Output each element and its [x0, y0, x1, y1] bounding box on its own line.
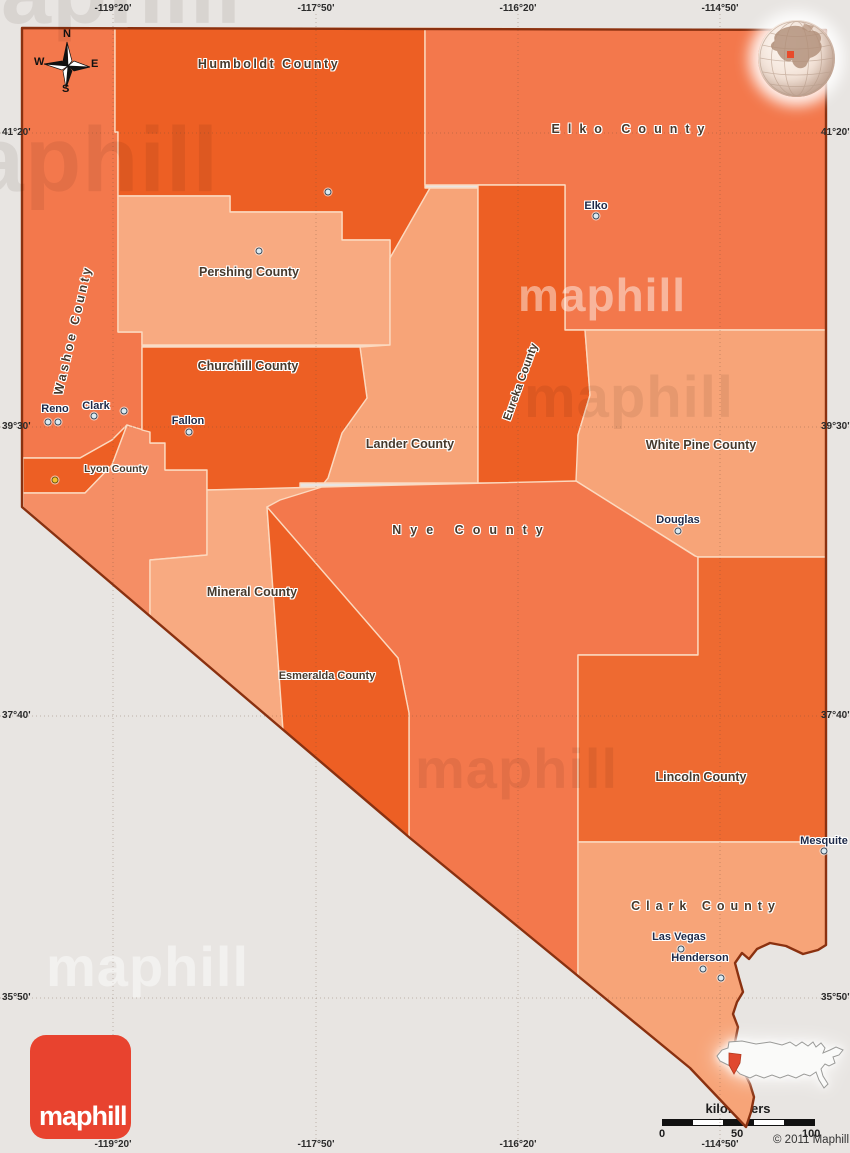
town-dot — [54, 418, 62, 426]
town-dot — [255, 247, 263, 255]
compass-north-label: N — [63, 28, 71, 40]
town-dot — [717, 974, 725, 982]
compass-west-label: W — [34, 56, 45, 68]
lon-label-top: -117°50' — [297, 3, 335, 14]
lon-label-bottom: -116°20' — [499, 1139, 537, 1150]
scale-tick-50: 50 — [731, 1128, 744, 1140]
county-shape-pershing — [117, 195, 391, 346]
compass-star-icon — [43, 41, 91, 89]
county-label-esmeralda: Esmeralda County — [278, 670, 376, 682]
county-label-humboldt: Humboldt County — [197, 57, 341, 71]
city-dot-mesquite — [820, 847, 828, 855]
county-label-mineral: Mineral County — [206, 585, 298, 599]
nevada-state-border — [20, 26, 828, 1129]
lat-label-left: 37°40' — [2, 710, 31, 721]
city-label-las-vegas: Las Vegas — [652, 931, 706, 943]
globe-landmass — [770, 25, 822, 69]
city-label-mesquite: Mesquite — [800, 835, 848, 847]
city-dot-douglas — [674, 527, 682, 535]
graticule — [0, 14, 850, 1140]
county-label-churchill: Churchill County — [197, 359, 299, 373]
scale-tick-0: 0 — [659, 1128, 666, 1140]
county-label-clark: Clark County — [631, 899, 781, 913]
county-label-white-pine: White Pine County — [645, 438, 757, 452]
globe-location-marker — [787, 51, 794, 58]
city-dot-elko — [592, 212, 600, 220]
city-label-fallon: Fallon — [171, 415, 205, 427]
town-dot — [120, 407, 128, 415]
lat-label-right: 35°50' — [821, 992, 850, 1003]
lat-label-right: 41°20' — [821, 127, 850, 138]
usa-silhouette — [716, 1040, 844, 1089]
lat-label-left: 41°20' — [2, 127, 31, 138]
county-label-pershing: Pershing County — [198, 265, 300, 279]
city-dot-fallon — [185, 428, 193, 436]
usa-locator-inset — [712, 1038, 850, 1094]
compass-east-label: E — [91, 58, 99, 70]
lat-label-right: 37°40' — [821, 710, 850, 721]
lon-label-top: -116°20' — [499, 3, 537, 14]
city-label-reno: Reno — [41, 403, 69, 415]
lon-label-bottom: -114°50' — [701, 1139, 739, 1150]
capital-dot-carson-city — [51, 476, 59, 484]
lon-label-bottom: -117°50' — [297, 1139, 335, 1150]
locator-globe-icon — [758, 20, 835, 97]
lat-label-right: 39°30' — [821, 421, 850, 432]
compass-rose: N W E S — [34, 28, 100, 100]
usa-inset-nevada — [728, 1052, 742, 1075]
county-label-lyon: Lyon County — [84, 463, 148, 475]
county-label-nye: Nye County — [392, 523, 552, 537]
compass-south-label: S — [62, 83, 70, 95]
lon-label-bottom: -119°20' — [94, 1139, 132, 1150]
copyright-attribution: © 2011 Maphill — [773, 1134, 850, 1146]
maphill-logo[interactable]: maphill — [30, 1035, 131, 1139]
city-label-clark: Clark — [82, 400, 110, 412]
county-shape-esmeralda — [266, 506, 410, 838]
county-label-elko: Elko County — [551, 122, 713, 136]
lat-label-left: 39°30' — [2, 421, 31, 432]
county-label-lincoln: Lincoln County — [655, 770, 747, 784]
city-dot-las-vegas — [677, 945, 685, 953]
city-label-elko: Elko — [584, 200, 608, 212]
city-dot-clark — [90, 412, 98, 420]
lon-label-top: -119°20' — [94, 3, 132, 14]
city-label-henderson: Henderson — [671, 952, 729, 964]
city-label-douglas: Douglas — [656, 514, 700, 526]
maphill-logo-text: maphill — [39, 1101, 128, 1131]
lat-label-left: 35°50' — [2, 992, 31, 1003]
scale-tick-100: 100 — [802, 1128, 821, 1140]
town-dot — [324, 188, 332, 196]
city-dot-reno — [44, 418, 52, 426]
lon-label-top: -114°50' — [701, 3, 739, 14]
city-dot-henderson — [699, 965, 707, 973]
county-label-lander: Lander County — [365, 437, 455, 451]
